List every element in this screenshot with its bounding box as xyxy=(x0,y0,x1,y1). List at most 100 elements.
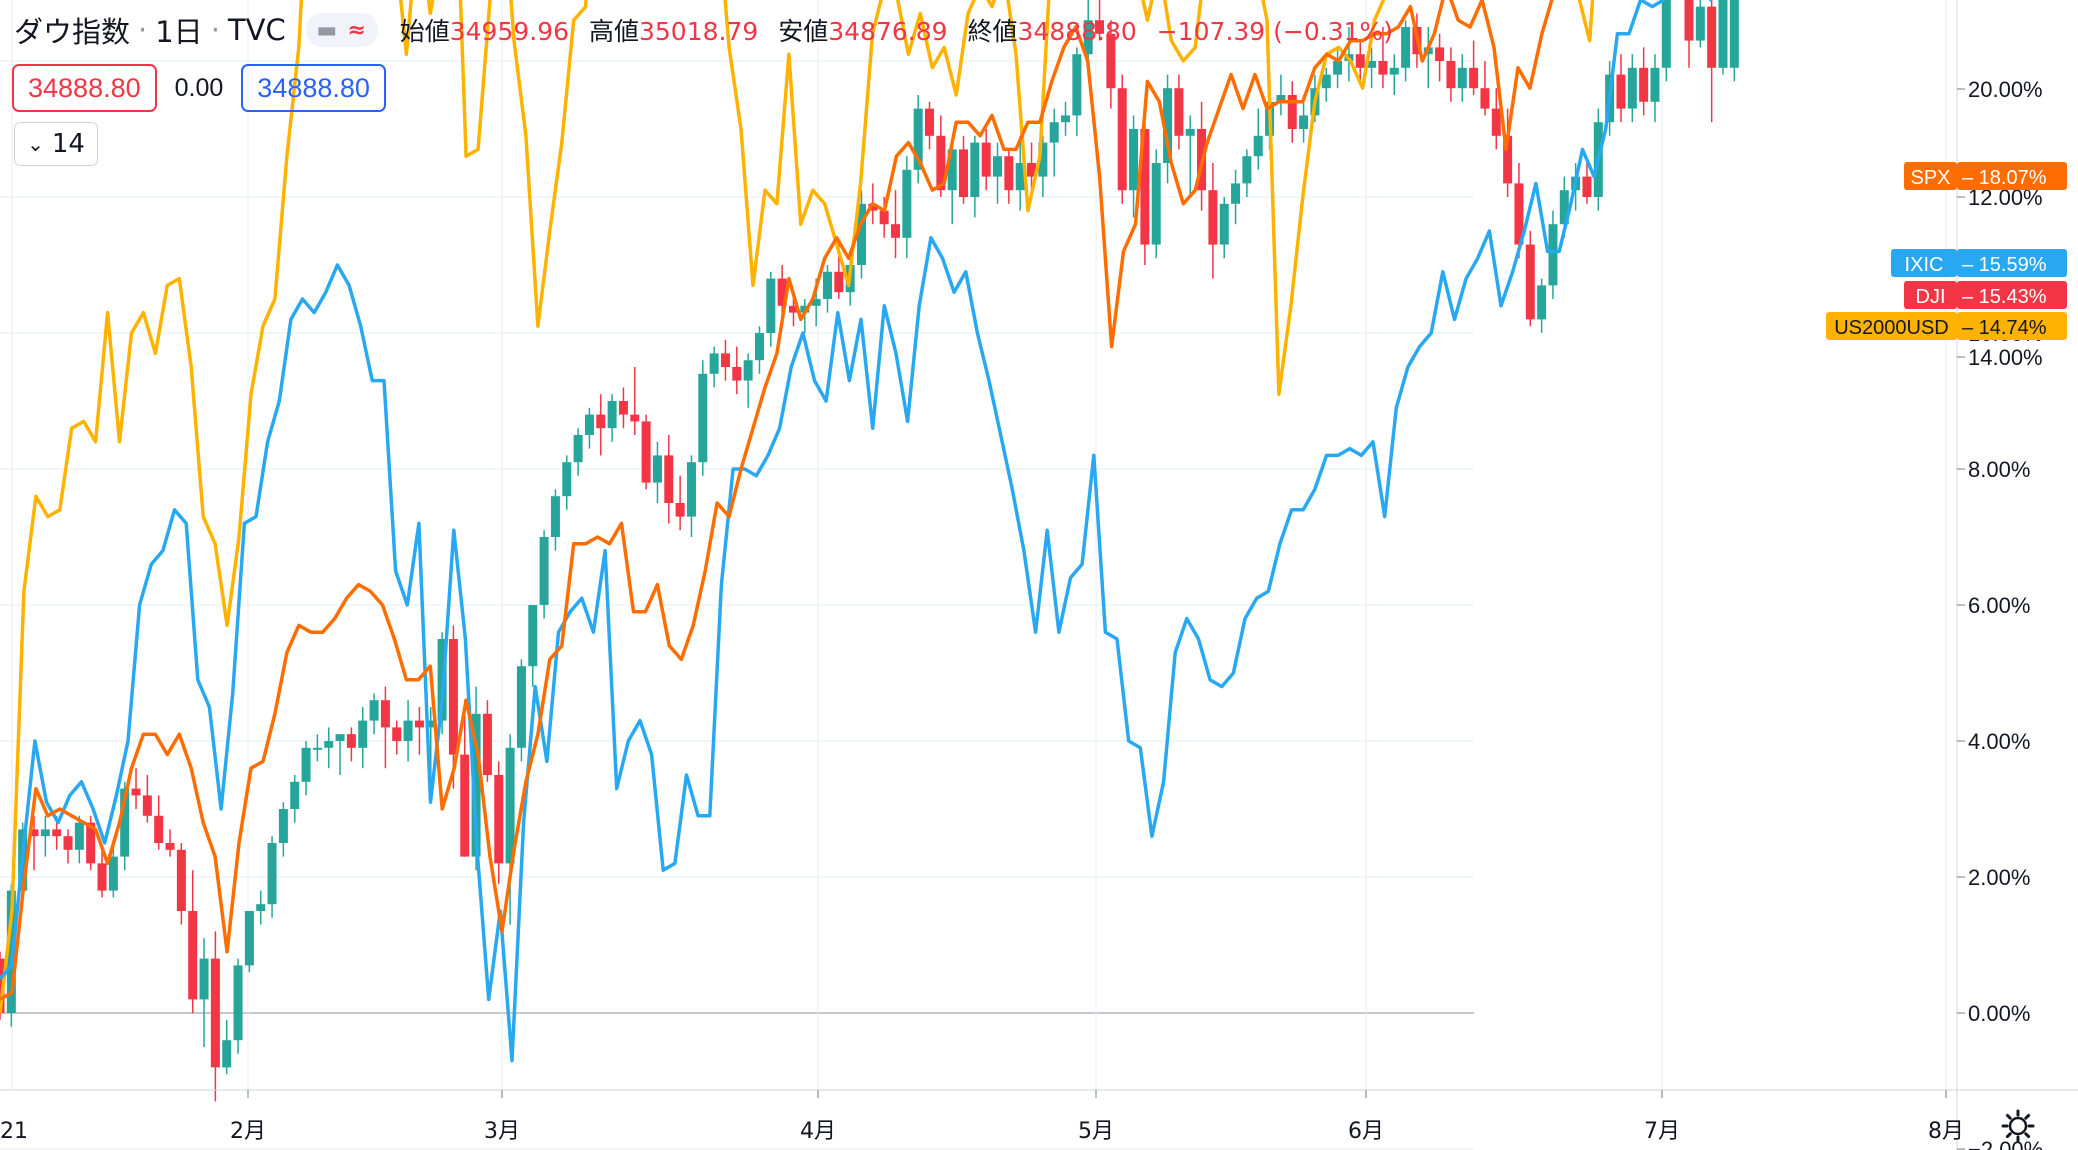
candle-body xyxy=(1004,156,1014,191)
x-tick-label: 8月 xyxy=(1928,1119,1964,1144)
candle-body xyxy=(86,822,96,864)
candle-body xyxy=(426,720,436,728)
candle-body xyxy=(74,822,84,850)
candle-body xyxy=(1469,67,1479,89)
buy-price-button[interactable]: 34888.80 xyxy=(241,64,386,112)
candle-body xyxy=(1185,129,1195,136)
interval-label[interactable]: 1日 xyxy=(155,15,203,49)
candle-body xyxy=(1707,6,1717,68)
close-label: 終値 xyxy=(967,17,1018,46)
candle-body xyxy=(959,149,969,197)
candle-body xyxy=(754,333,764,361)
candle-body xyxy=(868,203,878,211)
indicators-toggle[interactable]: ⌄ 14 xyxy=(14,122,98,166)
candle-body xyxy=(1231,183,1241,204)
minus-icon[interactable]: ▬ xyxy=(316,17,338,43)
candle-body xyxy=(1525,244,1535,320)
tag-value-bg xyxy=(1957,249,2067,277)
x-tick-label: 5月 xyxy=(1078,1119,1114,1144)
candle-body xyxy=(346,734,356,748)
candle-body xyxy=(290,781,300,809)
candle-body xyxy=(630,414,640,422)
candle-body xyxy=(1548,224,1558,286)
candle-body xyxy=(596,414,606,429)
sell-price-button[interactable]: 34888.80 xyxy=(12,64,157,112)
header-separator: · xyxy=(210,13,220,47)
ohlc-readout: 始値34959.96 高値35018.79 安値34876.89 終値34888… xyxy=(400,12,1405,48)
candle-body xyxy=(1140,129,1150,245)
source-label: TVC xyxy=(227,13,286,47)
candle-body xyxy=(539,537,549,605)
candle-body xyxy=(448,639,458,755)
tag-name-bg xyxy=(1891,249,1957,277)
candle-body xyxy=(1446,61,1456,89)
candle-body xyxy=(811,299,821,306)
candle-body xyxy=(369,700,379,721)
candle-body xyxy=(222,1040,232,1068)
candle-body xyxy=(607,401,617,429)
candle-body xyxy=(1049,122,1059,143)
candle-body xyxy=(1333,61,1343,75)
candle-body xyxy=(1729,0,1739,68)
tag-spx: SPX – 18.07% xyxy=(1904,162,2067,190)
candle-body xyxy=(1106,33,1116,89)
y-tick-label: 2.00% xyxy=(1968,865,2030,890)
tag-name-bg xyxy=(1904,281,1957,309)
candle-body xyxy=(925,108,935,136)
candle-body xyxy=(1401,27,1411,68)
candle-body xyxy=(1117,88,1127,191)
y-tick-label: 0.00% xyxy=(1968,1001,2030,1026)
low-label: 安値 xyxy=(778,17,829,46)
tag-name-label: DJI xyxy=(1916,286,1946,308)
candle-body xyxy=(1491,108,1501,136)
x-tick-label: 4月 xyxy=(800,1119,836,1144)
tag-value-bg xyxy=(1957,312,2067,340)
candle-body xyxy=(1480,88,1490,109)
approx-icon[interactable]: ≈ xyxy=(347,17,366,43)
candle-body xyxy=(244,911,254,966)
header-separator: · xyxy=(138,13,148,47)
low-value: 34876.89 xyxy=(828,17,948,46)
close-value: 34888.80 xyxy=(1017,17,1137,46)
candle-body xyxy=(1378,61,1388,75)
open-label: 始値 xyxy=(399,17,450,46)
candle-body xyxy=(1650,67,1660,102)
candle-body xyxy=(970,142,980,197)
candle-body xyxy=(267,843,277,905)
gear-icon[interactable] xyxy=(2000,1108,2036,1144)
candle-body xyxy=(1616,74,1626,109)
x-tick-label: 3月 xyxy=(484,1119,520,1144)
candle-body xyxy=(1627,67,1637,109)
candle-body xyxy=(1163,88,1173,163)
candle-body xyxy=(1582,176,1592,197)
candle-body xyxy=(652,455,662,483)
candle-body xyxy=(720,353,730,367)
tag-value-label: – 15.43% xyxy=(1962,286,2047,308)
candle-body xyxy=(1129,129,1139,191)
last-value-tags: SPX – 18.07% IXIC – 15.59% DJI – 15.43% US2000… xyxy=(1826,162,2067,340)
candle-body xyxy=(1695,6,1705,41)
candle-body xyxy=(1072,54,1082,116)
candle-body xyxy=(1514,183,1524,245)
candle-body xyxy=(482,713,492,775)
candle-body xyxy=(1242,156,1252,184)
candle-body xyxy=(879,210,889,225)
candle-body xyxy=(834,271,844,293)
y-tick-label: −2.00% xyxy=(1968,1137,2043,1150)
x-tick-label: 2月 xyxy=(230,1119,266,1144)
visibility-toggle[interactable]: ▬ ≈ xyxy=(305,13,378,47)
y-tick-label: 8.00% xyxy=(1968,457,2030,482)
candle-body xyxy=(1355,54,1365,68)
candle-body xyxy=(494,775,504,864)
candle-body xyxy=(403,720,413,741)
candle-body xyxy=(777,278,787,306)
tag-dji: DJI – 15.43% xyxy=(1904,281,2067,309)
candle-body xyxy=(278,809,288,843)
candle-body xyxy=(52,829,62,837)
candle-body xyxy=(1151,163,1161,245)
symbol-name[interactable]: ダウ指数 xyxy=(14,15,131,49)
candle-body xyxy=(131,788,141,796)
candle-body xyxy=(120,788,130,857)
